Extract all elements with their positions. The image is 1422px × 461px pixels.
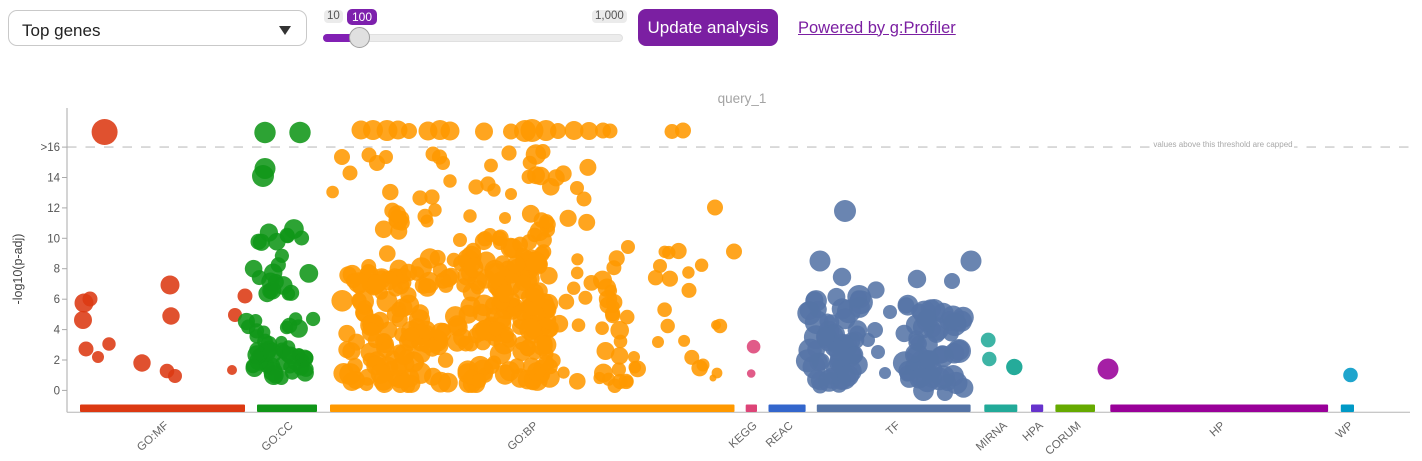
svg-text:HP: HP bbox=[1208, 420, 1228, 440]
svg-text:query_1: query_1 bbox=[718, 91, 767, 106]
svg-text:6: 6 bbox=[54, 294, 60, 306]
svg-text:4: 4 bbox=[54, 325, 61, 337]
svg-text:GO:BP: GO:BP bbox=[506, 420, 541, 454]
svg-text:12: 12 bbox=[47, 203, 60, 215]
svg-text:14: 14 bbox=[47, 173, 60, 185]
svg-text:-log10(p-adj): -log10(p-adj) bbox=[11, 234, 25, 305]
svg-text:HPA: HPA bbox=[1021, 420, 1046, 444]
svg-text:2: 2 bbox=[54, 355, 60, 367]
svg-text:TF: TF bbox=[884, 420, 902, 438]
svg-text:CORUM: CORUM bbox=[1043, 420, 1083, 458]
svg-text:GO:MF: GO:MF bbox=[135, 420, 171, 454]
svg-text:MIRNA: MIRNA bbox=[974, 420, 1010, 454]
svg-text:10: 10 bbox=[47, 233, 60, 245]
svg-text:>16: >16 bbox=[40, 142, 60, 154]
svg-text:8: 8 bbox=[54, 264, 60, 276]
svg-text:REAC: REAC bbox=[764, 420, 796, 450]
svg-text:0: 0 bbox=[54, 385, 60, 397]
svg-text:WP: WP bbox=[1334, 420, 1356, 442]
svg-text:values above this threshold ar: values above this threshold are capped bbox=[1153, 140, 1292, 149]
svg-text:GO:CC: GO:CC bbox=[260, 420, 296, 454]
svg-text:KEGG: KEGG bbox=[727, 420, 760, 451]
